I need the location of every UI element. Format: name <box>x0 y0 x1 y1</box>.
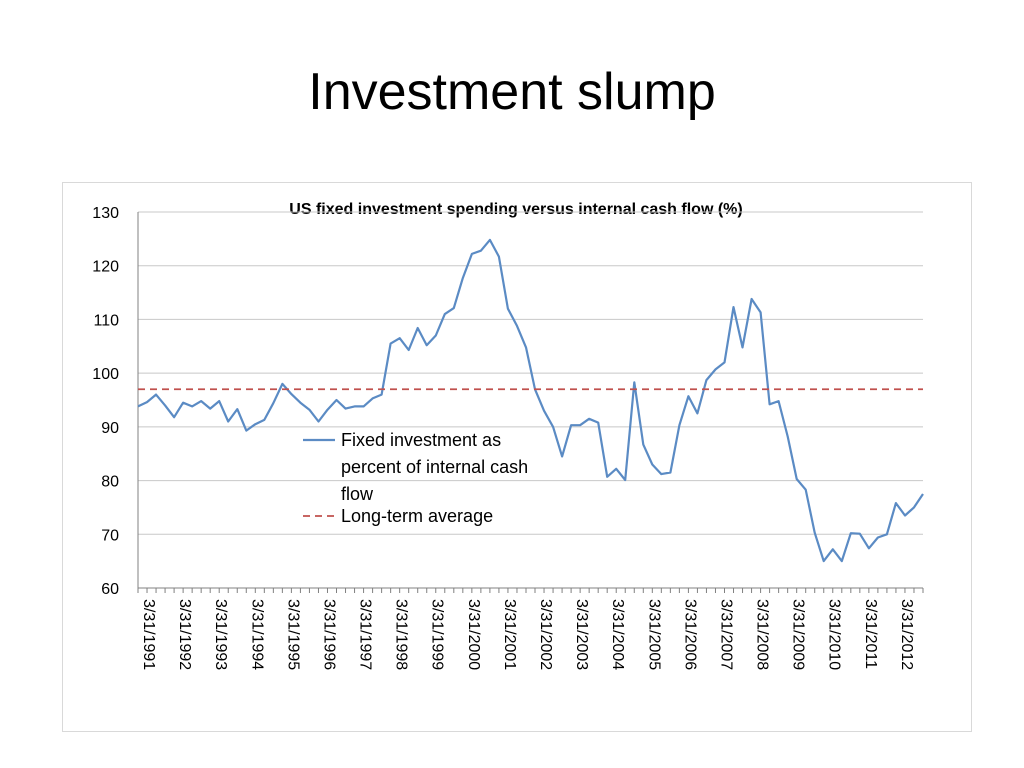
y-tick-label: 60 <box>101 581 119 598</box>
x-tick-label: 3/31/2000 <box>465 599 482 670</box>
legend-label-fixed-investment: flow <box>341 484 374 504</box>
chart-title: US fixed investment spending versus inte… <box>289 201 742 218</box>
x-tick-label: 3/31/1999 <box>429 599 446 670</box>
x-tick-label: 3/31/2012 <box>898 599 915 670</box>
x-tick-label: 3/31/1997 <box>357 599 374 670</box>
x-tick-label: 3/31/2011 <box>862 599 879 669</box>
x-tick-label: 3/31/2009 <box>790 599 807 670</box>
legend-label-long-term-average: Long-term average <box>341 506 493 526</box>
chart-frame: US fixed investment spending versus inte… <box>62 182 972 732</box>
slide-title: Investment slump <box>308 63 716 121</box>
y-tick-label: 100 <box>92 366 119 383</box>
x-tick-label: 3/31/1994 <box>248 599 265 670</box>
x-tick-label: 3/31/1996 <box>320 599 337 670</box>
series-line-fixed-investment <box>137 238 924 563</box>
y-tick-label: 130 <box>92 205 119 222</box>
y-tick-label: 80 <box>101 474 119 491</box>
x-tick-label: 3/31/1993 <box>212 599 229 670</box>
x-tick-label: 3/31/1991 <box>140 599 157 670</box>
legend-label-fixed-investment: percent of internal cash <box>341 457 528 477</box>
x-tick-label: 3/31/1995 <box>284 599 301 670</box>
x-tick-label: 3/31/1992 <box>176 599 193 670</box>
x-tick-label: 3/31/2005 <box>645 599 662 670</box>
x-tick-label: 3/31/2001 <box>501 599 518 670</box>
x-tick-label: 3/31/2007 <box>717 599 734 670</box>
line-chart: US fixed investment spending versus inte… <box>92 201 924 670</box>
y-tick-label: 110 <box>93 312 119 329</box>
y-tick-label: 120 <box>92 259 119 276</box>
x-tick-label: 3/31/2003 <box>573 599 590 670</box>
x-tick-label: 3/31/2006 <box>681 599 698 670</box>
x-tick-label: 3/31/2010 <box>826 599 843 670</box>
x-tick-label: 3/31/2002 <box>537 599 554 670</box>
x-tick-label: 3/31/1998 <box>393 599 410 670</box>
legend-label-fixed-investment: Fixed investment as <box>341 430 501 450</box>
x-tick-label: 3/31/2004 <box>609 599 626 670</box>
y-tick-label: 90 <box>101 420 119 437</box>
y-tick-label: 70 <box>101 527 119 544</box>
x-tick-label: 3/31/2008 <box>754 599 771 670</box>
